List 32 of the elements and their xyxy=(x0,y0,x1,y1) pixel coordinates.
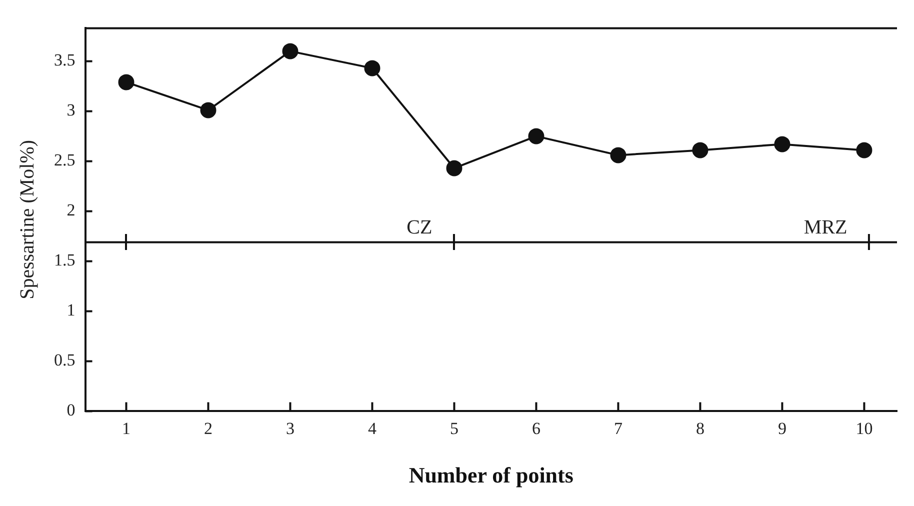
y-tick-label: 0.5 xyxy=(54,350,76,370)
y-tick-label: 1 xyxy=(66,300,76,320)
point xyxy=(774,136,790,152)
x-tick-label: 3 xyxy=(286,418,294,438)
x-tick-label: 4 xyxy=(368,418,377,438)
point xyxy=(200,102,216,118)
x-tick-label: 6 xyxy=(532,418,540,438)
annotation: MRZ xyxy=(804,216,848,238)
point xyxy=(364,60,380,76)
point xyxy=(282,43,298,60)
point xyxy=(446,160,462,176)
point xyxy=(856,142,872,158)
y-tick-label: 2.5 xyxy=(54,150,76,170)
x-tick-label: 8 xyxy=(696,418,704,438)
point xyxy=(528,128,544,144)
x-tick-label: 1 xyxy=(122,418,130,438)
y-tick-label: 1.5 xyxy=(54,250,76,270)
y-tick-label: 3.5 xyxy=(54,50,76,70)
x-tick-label: 7 xyxy=(614,418,623,438)
x-tick-label: 10 xyxy=(856,418,873,438)
y-tick-label: 0 xyxy=(66,400,76,420)
point xyxy=(610,147,626,164)
x-tick-label: 2 xyxy=(204,418,212,438)
y-tick-label: 2 xyxy=(66,200,76,220)
x-tick-label: 9 xyxy=(778,418,786,438)
point xyxy=(118,74,134,90)
y-axis-title: Spessartine (Mol%) xyxy=(16,140,38,300)
point xyxy=(692,142,708,158)
y-tick-label: 3 xyxy=(66,100,76,120)
x-tick-label: 5 xyxy=(450,418,458,438)
annotation: CZ xyxy=(406,216,432,238)
x-axis-title: Number of points xyxy=(408,462,574,488)
